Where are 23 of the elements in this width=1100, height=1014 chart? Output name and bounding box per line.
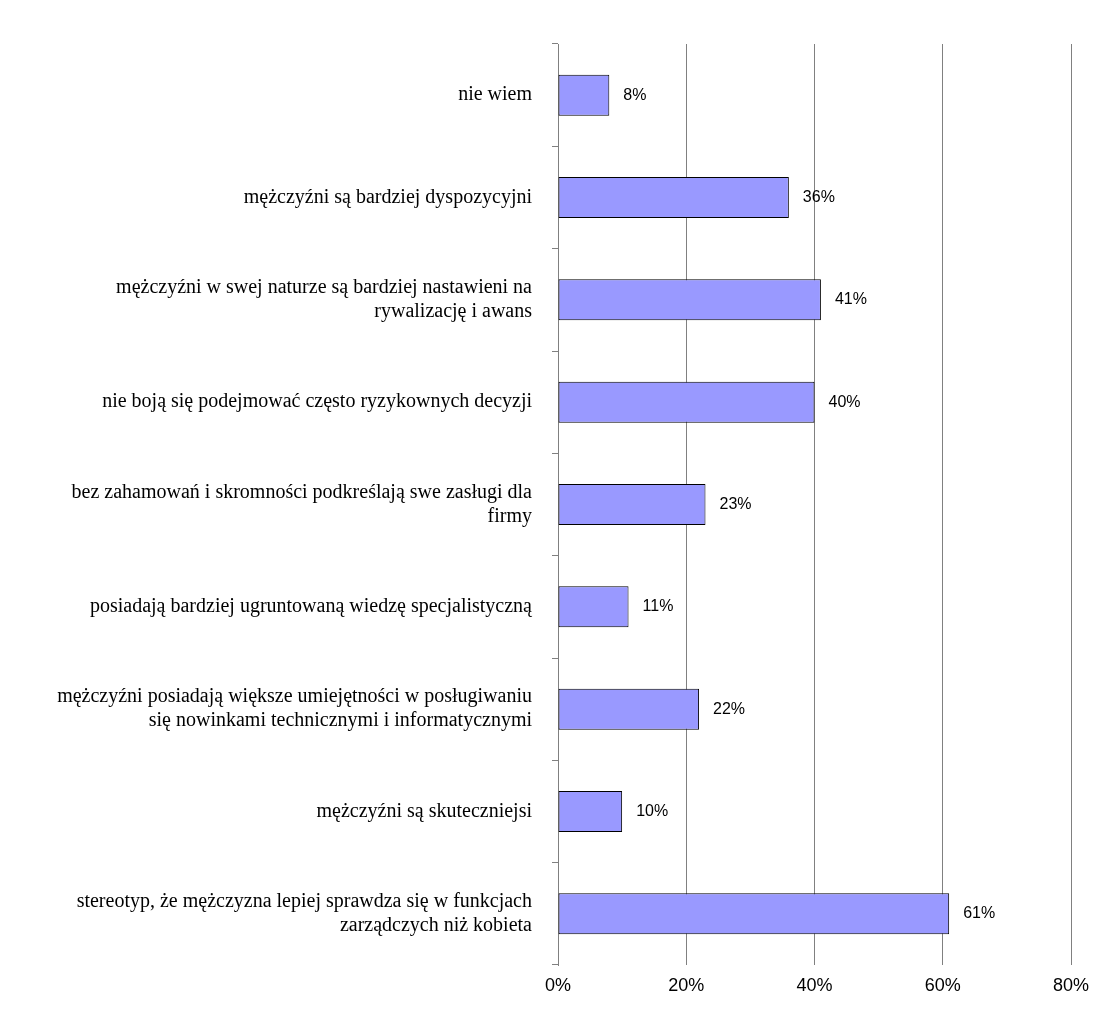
x-tick-label: 80% [1052,974,1090,995]
x-tick-label: 60% [924,974,961,995]
data-label: 8% [623,85,647,103]
x-tick-label: 20% [668,974,705,995]
data-label: 10% [636,801,669,819]
y-tick-label: bez zahamowań i skromności podkreślają swe zasługi dla firmy [71,479,533,527]
x-tick-label: 0% [544,974,572,995]
y-tick-label: stereotyp, że mężczyzna lepiej sprawdza się w funkcjach zarządczych niż kobieta [76,889,533,937]
data-label: 11% [642,597,674,615]
data-label: 40% [828,392,861,410]
data-label: 61% [963,904,996,922]
y-tick-label: mężczyźni są bardziej dyspozycyjni [243,184,533,208]
y-tick-label: nie boją się podejmować często ryzykownych decyzji [102,389,533,413]
y-tick-label: mężczyźni w swej naturze są bardziej nastawieni na rywalizację i awans [116,275,533,323]
y-tick-label: mężczyźni są skuteczniejsi [316,798,533,822]
y-tick-label: posiadają bardziej ugruntowaną wiedzę specjalistyczną [89,594,534,618]
y-tick-label: nie wiem [458,82,533,105]
data-label: 36% [802,187,835,205]
y-tick-label: mężczyźni posiadają większe umiejętności w posługiwaniu się nowinkami technicznymi i informatycznymi [57,684,533,732]
data-label: 22% [713,699,746,717]
x-tick-label: 40% [796,974,833,995]
data-label: 41% [834,290,867,308]
data-label: 23% [719,494,752,512]
